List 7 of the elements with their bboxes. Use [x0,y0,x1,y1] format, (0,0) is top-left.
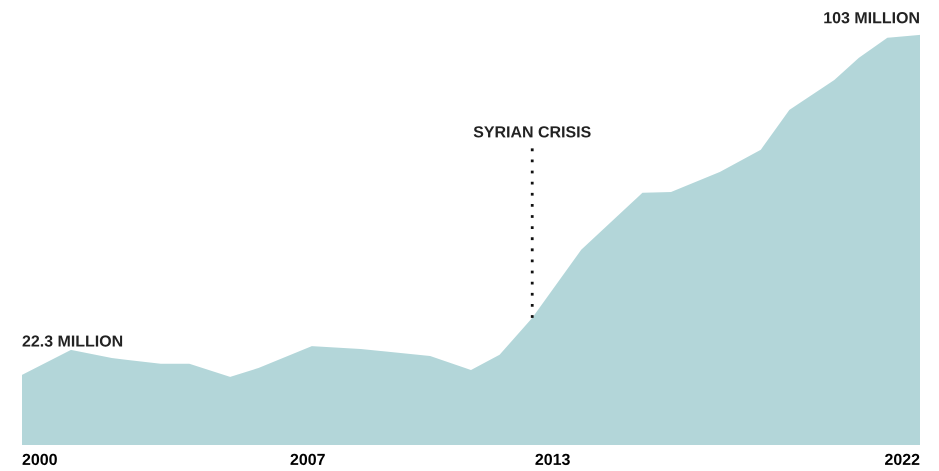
x-tick-label: 2022 [885,454,920,466]
x-tick-label: 2007 [290,454,325,466]
ref-line-label: SYRIAN CRISIS [474,126,591,138]
annotation: 103 MILLION [824,12,919,24]
x-tick-label: 2013 [535,454,570,466]
x-tick-label: 2000 [22,454,57,466]
annotation: 22.3 MILLION [22,335,122,347]
